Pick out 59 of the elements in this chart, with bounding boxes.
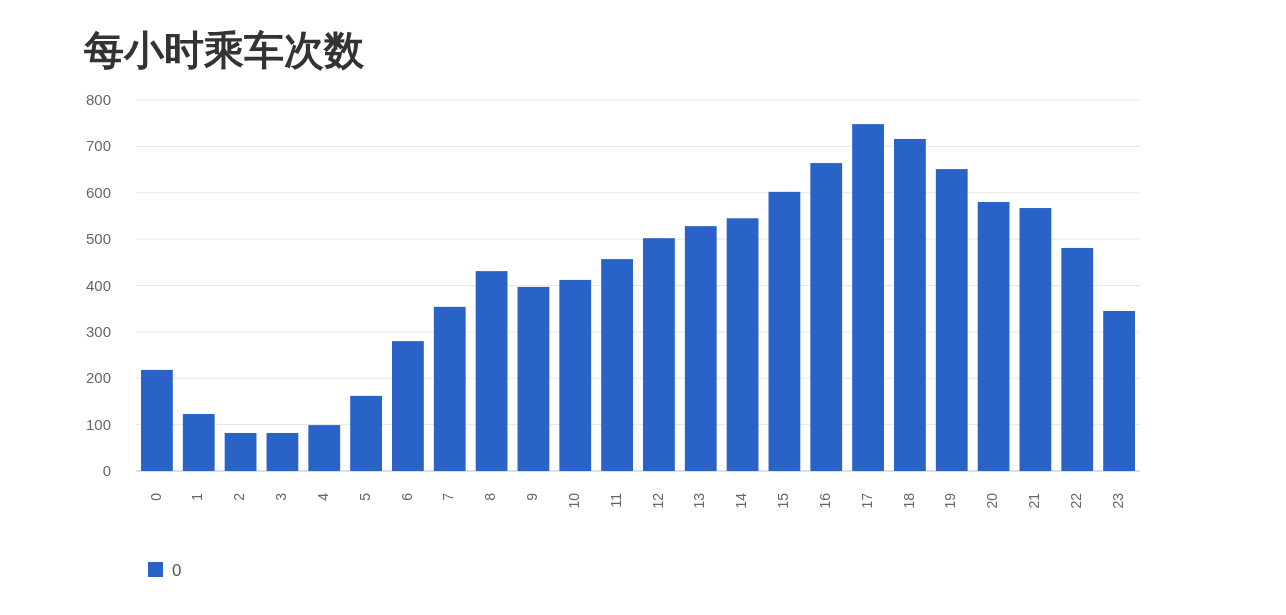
bar (601, 259, 633, 471)
legend-label: 0 (172, 561, 182, 580)
bar (224, 432, 257, 471)
x-tick-label: 21 (1026, 492, 1043, 509)
bar (726, 218, 759, 471)
x-tick-label: 14 (733, 492, 750, 509)
x-tick-label: 22 (1067, 492, 1084, 509)
x-tick-label: 3 (273, 492, 290, 501)
y-tick-label: 100 (85, 415, 111, 433)
bar (1019, 208, 1052, 471)
x-tick-label: 9 (524, 492, 541, 501)
x-tick-label: 8 (482, 492, 499, 501)
y-tick-label: 400 (85, 276, 111, 294)
y-tick-label: 0 (102, 462, 111, 479)
bar (308, 425, 341, 471)
x-tick-label: 5 (356, 492, 373, 501)
bar (1061, 247, 1094, 471)
bar (894, 138, 926, 471)
y-tick-label: 800 (85, 91, 111, 108)
bar (433, 306, 466, 471)
bar (517, 286, 550, 471)
bar (1103, 311, 1135, 471)
bar (852, 124, 884, 471)
x-tick-label: 4 (314, 492, 331, 501)
x-tick-label: 10 (565, 492, 582, 509)
x-tick-label: 23 (1109, 492, 1126, 509)
bar (810, 163, 843, 471)
bar (475, 271, 508, 471)
x-tick-label: 16 (816, 492, 833, 509)
x-tick-label: 17 (858, 492, 875, 509)
x-tick-label: 12 (649, 492, 666, 509)
x-tick-label: 7 (440, 492, 457, 501)
bar (266, 432, 299, 471)
x-tick-label: 0 (147, 492, 164, 501)
x-tick-label: 18 (900, 492, 917, 509)
x-tick-label: 15 (775, 492, 792, 509)
y-tick-label: 600 (85, 183, 111, 201)
y-tick-label: 700 (85, 137, 111, 155)
bar (935, 169, 968, 471)
bar (643, 238, 675, 471)
bar (684, 226, 717, 471)
x-tick-label: 13 (691, 492, 708, 509)
x-tick-label: 6 (398, 492, 415, 501)
bar (768, 191, 801, 471)
bar (392, 341, 424, 471)
bar (182, 413, 215, 471)
y-tick-label: 500 (85, 230, 111, 248)
y-tick-label: 200 (85, 369, 111, 387)
bar (559, 279, 592, 471)
y-tick-label: 300 (85, 322, 111, 340)
x-tick-label: 20 (984, 492, 1001, 509)
x-tick-label: 2 (231, 492, 248, 501)
x-tick-label: 11 (607, 492, 624, 508)
bar (141, 369, 173, 471)
bar (350, 395, 382, 471)
x-tick-label: 1 (189, 492, 206, 501)
bar (977, 202, 1010, 471)
x-tick-label: 19 (942, 492, 959, 509)
chart-title: 每小时乘车次数 (83, 28, 365, 72)
